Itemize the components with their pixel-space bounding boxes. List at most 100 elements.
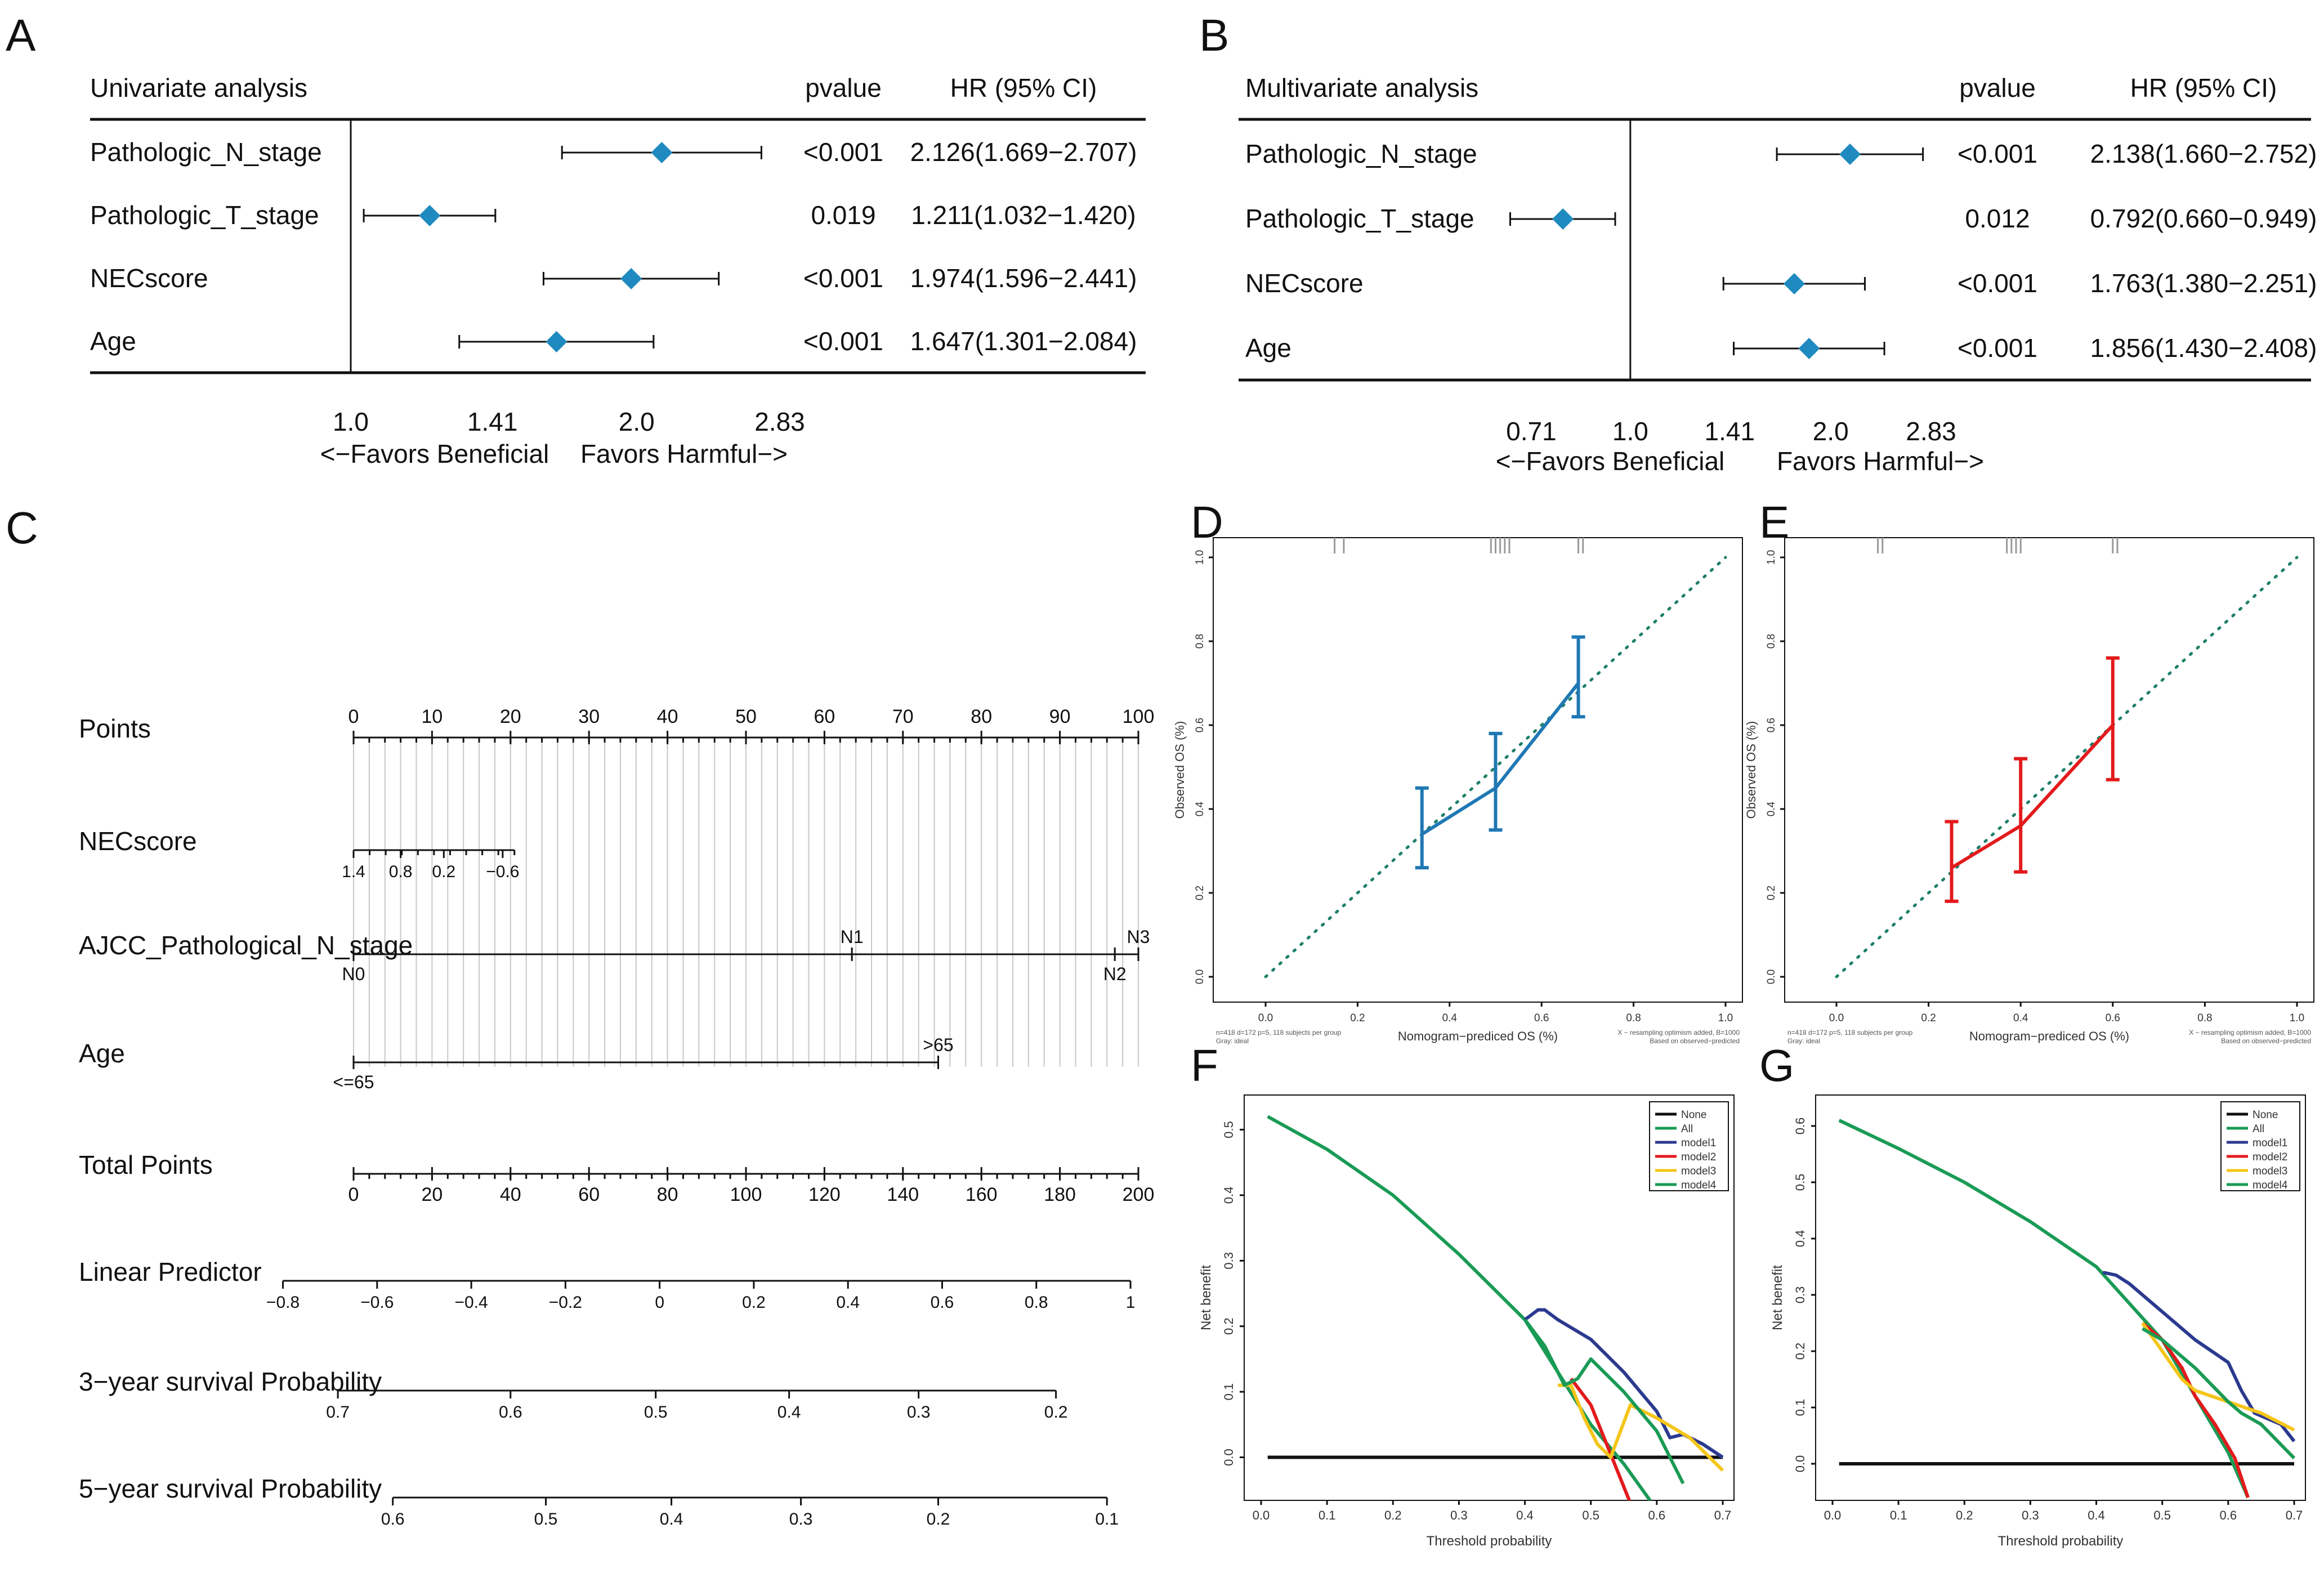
- calibration-note: X − resampling optimism added, B=1000: [1617, 1029, 1740, 1036]
- decision-frame: [1815, 1094, 2306, 1501]
- decision-series-model3: [2141, 1322, 2295, 1432]
- calibration-note: Gray: ideal: [1787, 1037, 1820, 1045]
- nomogram-category-label: N1: [841, 927, 864, 947]
- calibration-y-tick-label: 0.8: [1194, 634, 1206, 649]
- decision-y-tick-label: 0.0: [1793, 1455, 1807, 1473]
- forest-row-hr-ci: 1.763(1.380−2.251): [2090, 269, 2317, 298]
- nomogram-row-label: Total Points: [79, 1150, 213, 1179]
- nomogram-tick-label: 50: [735, 706, 757, 727]
- decision-y-tick-label: 0.1: [1793, 1399, 1807, 1416]
- decision-legend-label: model2: [1681, 1151, 1716, 1163]
- decision-series-model2: [2141, 1321, 2250, 1498]
- calibration-x-tick-label: 0.0: [1829, 1012, 1844, 1024]
- decision-x-tick-label: 0.4: [1516, 1508, 1534, 1522]
- forest-hr-marker: [419, 205, 441, 226]
- forest-hr-marker: [1552, 208, 1574, 230]
- nomogram-category-label: <=65: [333, 1072, 374, 1092]
- nomogram-tick-label: 0.4: [777, 1403, 801, 1422]
- decision-y-label: Net benefit: [1199, 1265, 1214, 1330]
- decision-frame: [1244, 1094, 1735, 1501]
- nomogram-tick-label: 0.7: [326, 1403, 350, 1422]
- nomogram-tick-label: 1.4: [342, 862, 365, 881]
- decision-legend-label: model1: [1681, 1137, 1716, 1149]
- decision-x-tick-label: 0.5: [2153, 1508, 2171, 1522]
- nomogram-tick-label: 60: [814, 706, 835, 727]
- nomogram-tick-label: 120: [808, 1184, 841, 1205]
- forest-row-pvalue: <0.001: [803, 137, 883, 167]
- decision-legend-label: model1: [2253, 1137, 2287, 1149]
- calibration-y-tick-label: 0.4: [1766, 801, 1777, 816]
- nomogram-tick-label: 10: [421, 706, 443, 727]
- decision-legend-label: model4: [2253, 1179, 2288, 1191]
- decision-legend-label: model2: [2253, 1151, 2287, 1163]
- decision-x-tick-label: 0.4: [2088, 1508, 2105, 1522]
- nomogram-tick-label: 0.3: [789, 1510, 813, 1529]
- calibration-note: n=418 d=172 p=5, 118 subjects per group: [1216, 1029, 1342, 1036]
- nomogram-tick-label: 70: [892, 706, 914, 727]
- forest-x-tick-label: 2.83: [754, 407, 805, 436]
- decision-x-tick-label: 0.2: [1956, 1508, 1973, 1522]
- decision-x-tick-label: 0.2: [1384, 1508, 1402, 1522]
- nomogram-row-label: 3−year survival Probability: [79, 1367, 382, 1396]
- nomogram-row-label: Age: [79, 1039, 125, 1068]
- nomogram-tick-label: 90: [1049, 706, 1071, 727]
- decision-series-all: [1267, 1115, 1652, 1500]
- forest-plot-univariate: Univariate analysis pvalue HR (95% CI) Path…: [90, 73, 1146, 468]
- nomogram-tick-label: 1: [1126, 1293, 1136, 1312]
- decision-y-tick-label: 0.4: [1793, 1230, 1807, 1248]
- decision-x-tick-label: 0.3: [1450, 1508, 1468, 1522]
- decision-y-tick-label: 0.5: [1222, 1121, 1236, 1138]
- decision-series-model2: [1570, 1378, 1632, 1500]
- calibration-y-tick-label: 0.6: [1194, 718, 1206, 732]
- calibration-y-tick-label: 0.4: [1194, 801, 1206, 816]
- forest-hr-header: HR (95% CI): [950, 73, 1097, 102]
- decision-legend-label: model4: [1681, 1179, 1717, 1191]
- calibration-note: Based on observed−predicted: [2221, 1037, 2311, 1045]
- calibration-x-tick-label: 0.8: [1626, 1012, 1641, 1024]
- calibration-y-label: Observed OS (%): [1744, 721, 1758, 819]
- calibration-x-tick-label: 0.6: [1534, 1012, 1549, 1024]
- nomogram-tick-label: 0.8: [389, 862, 413, 881]
- forest-hr-marker: [1839, 144, 1861, 165]
- forest-x-tick-label: 1.0: [333, 407, 369, 436]
- decision-y-tick-label: 0.0: [1222, 1449, 1236, 1466]
- nomogram-tick-label: 0.5: [644, 1403, 668, 1422]
- forest-x-tick-label: 1.41: [467, 407, 518, 436]
- decision-x-tick-label: 0.7: [2286, 1508, 2303, 1522]
- nomogram-tick-label: 40: [657, 706, 678, 727]
- panel-letter-g: G: [1759, 1040, 1794, 1091]
- nomogram-tick-label: 20: [500, 706, 521, 727]
- panel-letter-c: C: [6, 503, 38, 553]
- decision-legend-label: All: [1681, 1123, 1693, 1135]
- decision-y-tick-label: 0.6: [1793, 1118, 1807, 1135]
- calibration-x-tick-label: 0.4: [1442, 1012, 1458, 1024]
- forest-caption-beneficial: <−Favors Beneficial: [320, 439, 549, 468]
- forest-title: Multivariate analysis: [1245, 73, 1478, 102]
- decision-series-model1: [2102, 1271, 2296, 1442]
- forest-row-hr-ci: 1.211(1.032−1.420): [911, 200, 1136, 230]
- calibration-x-tick-label: 0.6: [2106, 1012, 2120, 1024]
- nomogram-tick-label: 40: [500, 1184, 521, 1205]
- nomogram-tick-label: 20: [421, 1184, 443, 1205]
- nomogram-tick-label: −0.4: [454, 1293, 488, 1312]
- nomogram-row-label: Linear Predictor: [79, 1257, 262, 1286]
- nomogram-tick-label: 100: [1123, 706, 1155, 727]
- nomogram-tick-label: 0: [348, 1184, 359, 1205]
- decision-legend-label: None: [1681, 1109, 1706, 1121]
- nomogram-tick-label: −0.6: [486, 862, 519, 881]
- forest-x-tick-label: 2.0: [1813, 417, 1849, 446]
- forest-row-hr-ci: 1.856(1.430−2.408): [2090, 333, 2317, 363]
- nomogram-tick-label: 0.6: [931, 1293, 954, 1312]
- forest-hr-header: HR (95% CI): [2130, 73, 2277, 102]
- nomogram-tick-label: 30: [578, 706, 600, 727]
- forest-row-hr-ci: 2.138(1.660−2.752): [2090, 139, 2317, 168]
- nomogram-tick-label: 0.2: [742, 1293, 766, 1312]
- decision-x-tick-label: 0.6: [1648, 1508, 1666, 1522]
- decision-legend-label: model3: [1681, 1165, 1716, 1177]
- forest-row-hr-ci: 2.126(1.669−2.707): [910, 137, 1137, 167]
- decision-y-tick-label: 0.2: [1793, 1343, 1807, 1360]
- decision-series-all: [1838, 1119, 2250, 1499]
- forest-row-label: NECscore: [1245, 269, 1364, 298]
- forest-row-hr-ci: 0.792(0.660−0.949): [2090, 204, 2317, 233]
